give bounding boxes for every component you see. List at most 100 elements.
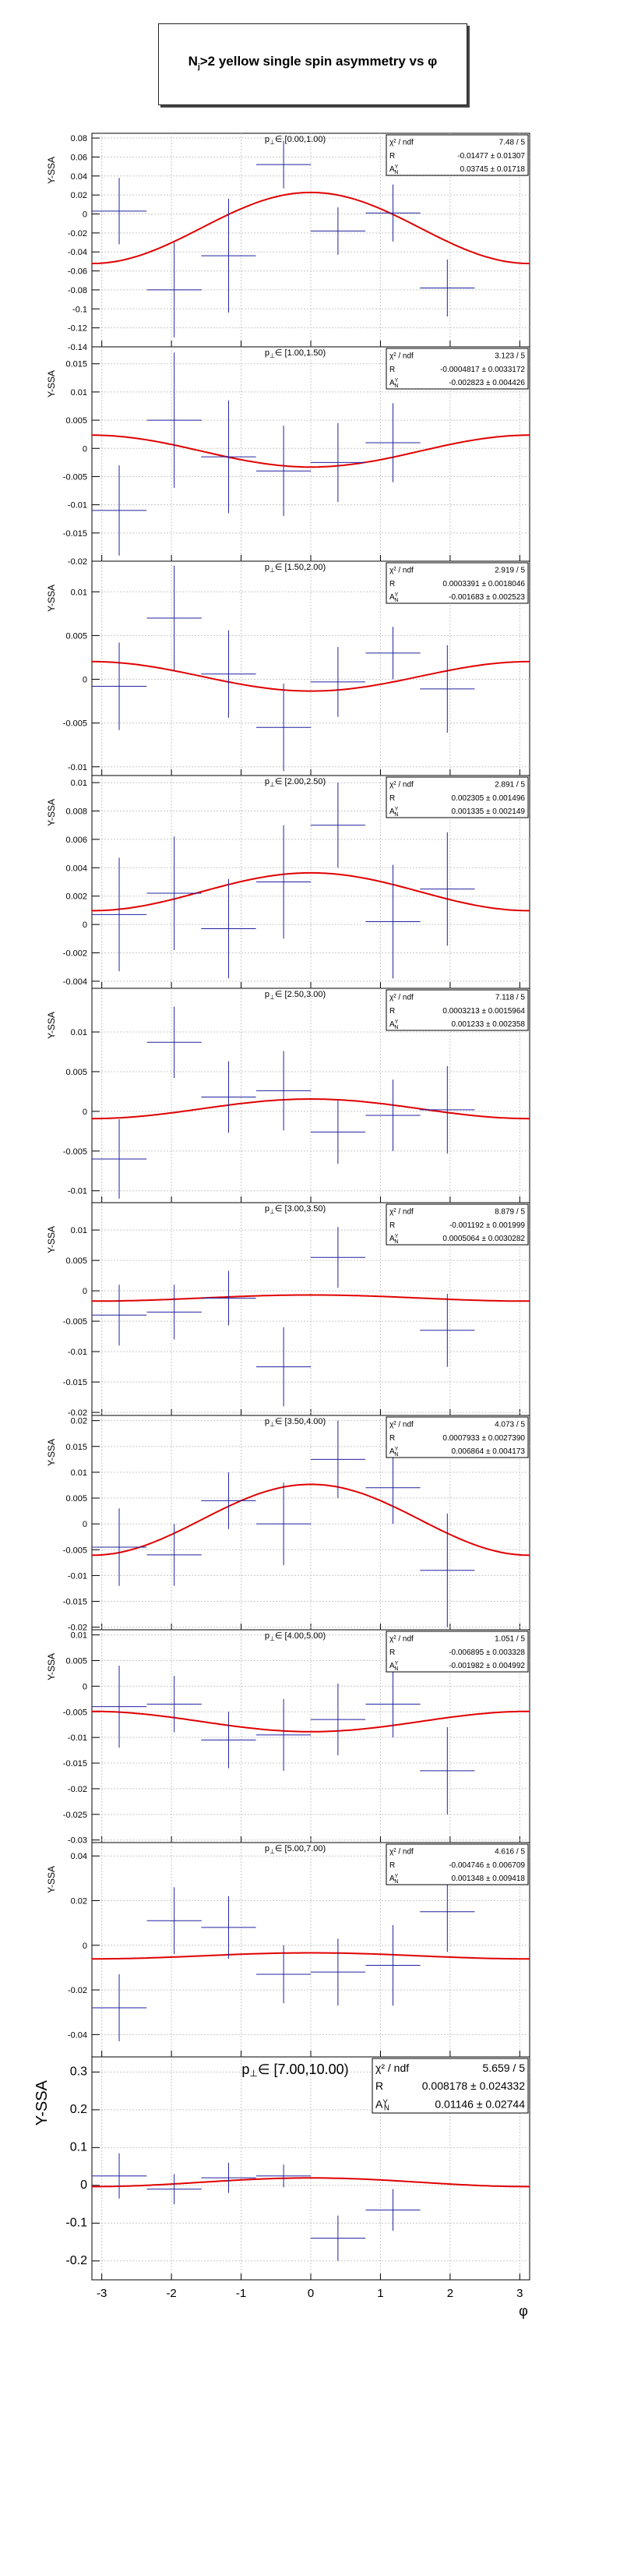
stats-box (386, 989, 529, 1031)
y-tick-label: -0.02 (68, 1408, 87, 1418)
y-axis-label: Y-SSA (46, 585, 57, 612)
stats-r-value: -0.004746 ± 0.006709 (449, 1861, 525, 1870)
title-sub: j (197, 62, 200, 72)
y-tick-label: 0.005 (65, 1656, 87, 1666)
stats-chi2-label: χ² / ndf (389, 1634, 414, 1643)
stats-a-label: AY N (389, 592, 399, 603)
stats-r-value: -0.0004817 ± 0.0033172 (440, 366, 525, 374)
fit-curve (91, 660, 530, 692)
panel-title-range: ∈ [0.00,1.00) (275, 135, 326, 144)
x-tick-label: 1 (377, 2287, 383, 2300)
stats-a-sup: Y (395, 164, 399, 170)
panel-title-range: ∈ [3.50,4.00) (275, 1417, 326, 1426)
y-tick-label: -0.005 (63, 719, 87, 729)
fit-curve (91, 191, 530, 265)
stats-r-value: -0.006895 ± 0.003328 (449, 1648, 525, 1657)
x-tick-label: 2 (447, 2287, 453, 2300)
y-tick-label: -0.015 (63, 1598, 87, 1607)
stats-r-value: 0.0003391 ± 0.0018046 (442, 580, 525, 588)
panel-title: p⊥∈ [1.00,1.50) (265, 348, 326, 359)
stats-a-sup: Y (395, 592, 399, 598)
panel-title: p⊥∈ [3.00,3.50) (265, 1204, 326, 1215)
stats-chi2-label: χ² / ndf (389, 1207, 414, 1216)
stats-a-value: -0.001982 ± 0.004992 (449, 1662, 525, 1670)
panel-title-p: p (265, 777, 269, 786)
stats-r-value: 0.002305 ± 0.001496 (452, 794, 526, 803)
y-tick-label: 0.01 (71, 1468, 87, 1478)
y-tick-label: -0.004 (63, 977, 87, 987)
stats-a-value: -0.002823 ± 0.004426 (449, 379, 525, 387)
panel-title-range: ∈ [4.00,5.00) (275, 1631, 326, 1641)
panel-title-p: p (241, 2062, 249, 2077)
stats-chi2-value: 4.616 / 5 (495, 1847, 525, 1856)
y-tick-label: -0.01 (68, 763, 87, 772)
y-tick-label: -0.02 (68, 1624, 87, 1633)
stats-a-label: AY N (389, 1234, 399, 1245)
y-axis-label: Y-SSA (46, 1439, 57, 1466)
y-tick-label: -0.14 (68, 343, 87, 352)
stats-chi2-label: χ² / ndf (389, 780, 414, 789)
y-tick-label: 0.006 (65, 836, 87, 845)
panel-8: 0.01 0.005 0 -0.005 -0.01 -0.015 -0.02 -0.025 -0… (46, 1629, 530, 1846)
panel-title: p⊥∈ [0.00,1.00) (265, 135, 326, 146)
stats-a-sup: Y (395, 807, 399, 812)
title-rest: >2 yellow single spin asymmetry vs (199, 54, 428, 69)
y-tick-label: 0.005 (65, 1256, 87, 1266)
y-tick-label: 0.01 (71, 388, 87, 398)
y-tick-label: -0.01 (68, 1733, 87, 1743)
panel-title: p⊥∈ [1.50,2.00) (265, 563, 326, 574)
y-tick-label: -0.005 (63, 1147, 87, 1157)
y-tick-label: 0.04 (71, 1852, 87, 1861)
stats-a-label: AY N (389, 1447, 399, 1458)
y-tick-label: 0 (83, 676, 87, 685)
stats-a-value: -0.001683 ± 0.002523 (449, 593, 525, 602)
stats-box (386, 562, 529, 604)
panel-9: 0.04 0.02 0 -0.02 -0.04 Y-SSA p⊥∈ [5.00,7.00) χ… (46, 1842, 530, 2058)
panel-title-sub: ⊥ (269, 1421, 275, 1428)
panel-title-range: ∈ [5.00,7.00) (275, 1844, 326, 1853)
stats-box (386, 776, 529, 818)
panel-title-sub: ⊥ (249, 2068, 257, 2079)
x-tick-label: 3 (516, 2287, 523, 2300)
panel-title-sub: ⊥ (269, 1848, 275, 1855)
y-tick-label: -0.01 (68, 501, 87, 511)
y-tick-label: 0.2 (70, 2103, 87, 2116)
stats-chi2-label: χ² / ndf (375, 2062, 409, 2074)
stats-box (386, 134, 529, 176)
y-tick-label: -0.02 (68, 1785, 87, 1794)
stats-a-sup: Y (395, 1234, 399, 1239)
stats-box (386, 1843, 529, 1885)
stats-box (386, 348, 529, 390)
y-axis-label: Y-SSA (46, 1012, 57, 1039)
panel-title-p: p (265, 135, 269, 144)
stats-a-label: AY N (389, 1661, 399, 1672)
panel-3: 0.01 0.005 0 -0.005 -0.01 Y-SSA p⊥∈ [1.50,2.00… (46, 560, 530, 776)
panel-title-p: p (265, 348, 269, 358)
y-tick-label: -0.005 (63, 1317, 87, 1327)
stats-a-value: 0.001233 ± 0.002358 (452, 1020, 526, 1029)
stats-chi2-label: χ² / ndf (389, 566, 414, 574)
panel-title-range: ∈ [2.00,2.50) (275, 777, 326, 786)
y-tick-label: 0.01 (71, 1226, 87, 1235)
y-tick-label: 0.04 (71, 172, 87, 182)
stats-r-label: R (375, 2080, 383, 2092)
y-tick-label: 0.015 (65, 360, 87, 369)
stats-r-label: R (389, 1648, 395, 1657)
y-tick-label: -0.015 (63, 529, 87, 539)
stats-a-sub: N (394, 1239, 398, 1245)
y-tick-label: 0.01 (71, 1631, 87, 1641)
x-tick-label: -1 (236, 2287, 246, 2300)
stats-r-value: -0.01477 ± 0.01307 (457, 152, 525, 161)
fit-curve (92, 1952, 530, 1960)
stats-a-label: AY N (375, 2097, 389, 2112)
y-axis-label: Y-SSA (46, 157, 57, 184)
panel-title-range: ∈ [3.00,3.50) (275, 1204, 326, 1214)
stats-a-sup: Y (382, 2098, 388, 2107)
x-axis-label: φ (519, 2303, 528, 2319)
stats-chi2-label: χ² / ndf (389, 1847, 414, 1856)
stats-r-label: R (389, 152, 395, 161)
y-tick-label: -0.02 (68, 229, 87, 239)
stats-chi2-value: 2.891 / 5 (495, 780, 525, 789)
stats-r-label: R (389, 1221, 395, 1230)
